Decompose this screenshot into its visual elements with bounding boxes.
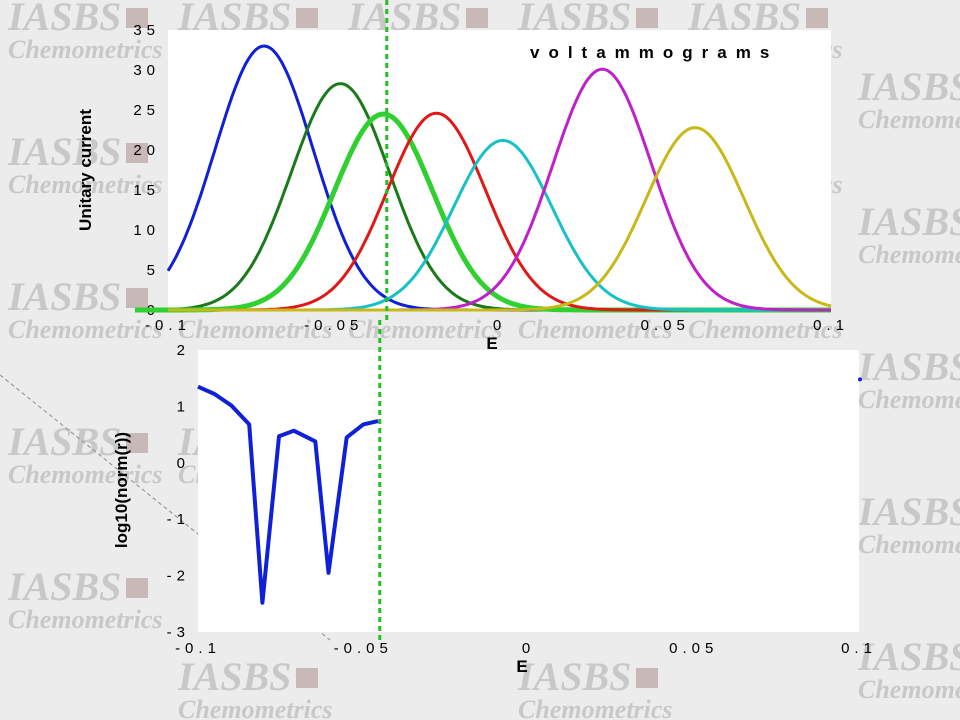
watermark-square-icon (636, 668, 658, 688)
bottom-ylabel: log10(norm(r)) (112, 432, 131, 548)
y-tick-label: 10 (133, 222, 160, 239)
watermark-square-icon (296, 8, 318, 28)
watermark-subtext: Chemometrics (8, 605, 163, 634)
y-tick-label: -1 (167, 511, 190, 528)
watermark-text: IASBS (857, 634, 960, 679)
y-tick-label: 20 (133, 142, 160, 159)
watermark-square-icon (126, 143, 148, 163)
y-tick-label: -3 (167, 624, 190, 641)
watermark-text: IASBS (177, 654, 291, 699)
watermark-text: IASBS (7, 419, 121, 464)
x-tick-label: -0.05 (304, 317, 363, 334)
watermark-subtext: Chemometrics (858, 105, 960, 134)
y-tick-label: 1 (177, 398, 190, 415)
watermark-subtext: Chemometrics (8, 170, 163, 199)
watermark-subtext: Chemometrics (858, 240, 960, 269)
watermark-subtext: Chemometrics (178, 695, 333, 720)
y-tick-label: 35 (133, 22, 160, 39)
residual-blue-line (197, 384, 379, 605)
watermark-text: IASBS (7, 129, 121, 174)
watermark-subtext: Chemometrics (178, 315, 333, 344)
watermark-square-icon (126, 288, 148, 308)
watermark-subtext: Chemometrics (858, 530, 960, 559)
watermark-text: IASBS (7, 564, 121, 609)
x-tick-label: -0.1 (145, 317, 191, 334)
watermark-subtext: Chemometrics (8, 315, 163, 344)
x-tick-label: 0.1 (813, 317, 849, 334)
watermark-square-icon (636, 8, 658, 28)
x-tick-label: 0.1 (841, 640, 877, 657)
bottom-plot-area (198, 350, 859, 632)
watermark-subtext: Chemometrics (688, 315, 843, 344)
watermark-square-icon (296, 668, 318, 688)
watermark-text: IASBS (517, 654, 631, 699)
chart-title: voltammograms (530, 43, 778, 62)
top-ylabel: Unitary current (76, 109, 95, 231)
x-tick-label: 0 (522, 640, 535, 657)
watermark-square-icon (806, 8, 828, 28)
top-plot-area (168, 30, 831, 310)
watermark-subtext: Chemometrics (518, 695, 673, 720)
y-tick-label: -2 (167, 568, 190, 585)
residual-end-point (858, 377, 862, 382)
y-tick-label: 0 (177, 455, 190, 472)
watermark-text: IASBS (7, 274, 121, 319)
watermark-subtext: Chemometrics (348, 315, 503, 344)
y-tick-label: 5 (147, 262, 160, 279)
watermark-text: IASBS (857, 64, 960, 109)
top-xlabel: E (486, 334, 497, 353)
y-tick-label: 15 (133, 182, 160, 199)
x-tick-label: 0.05 (641, 317, 690, 334)
watermark-text: IASBS (857, 489, 960, 534)
x-tick-label: 0 (493, 317, 506, 334)
watermark-subtext: Chemometrics (8, 35, 163, 64)
watermark-text: IASBS (857, 344, 960, 389)
x-tick-label: -0.05 (334, 640, 393, 657)
x-tick-label: 0.05 (669, 640, 718, 657)
bottom-xlabel: E (516, 657, 527, 676)
residual-chart: log10(norm(r)) E -0.1 -0.05 0 0.05 0.1 -3 -2 -1… (112, 320, 877, 676)
watermark-square-icon (126, 8, 148, 28)
y-tick-label: 2 (177, 342, 190, 359)
watermark-square-icon (126, 433, 148, 453)
voltammogram-chart: voltammograms Unitary current E -0.1 -0.0… (76, 0, 849, 353)
watermark-subtext: Chemometrics (858, 675, 960, 704)
watermark-subtext: Chemometrics (858, 385, 960, 414)
watermark-text: IASBS (7, 0, 121, 39)
y-tick-label: 25 (133, 102, 160, 119)
watermark-subtext: Chemometrics (518, 315, 673, 344)
watermark-square-icon (466, 8, 488, 28)
x-tick-label: -0.1 (175, 640, 221, 657)
voltammogram-olive-line (168, 126, 832, 312)
watermark-text: IASBS (857, 199, 960, 244)
watermark-square-icon (126, 578, 148, 598)
y-tick-label: 30 (133, 62, 160, 79)
